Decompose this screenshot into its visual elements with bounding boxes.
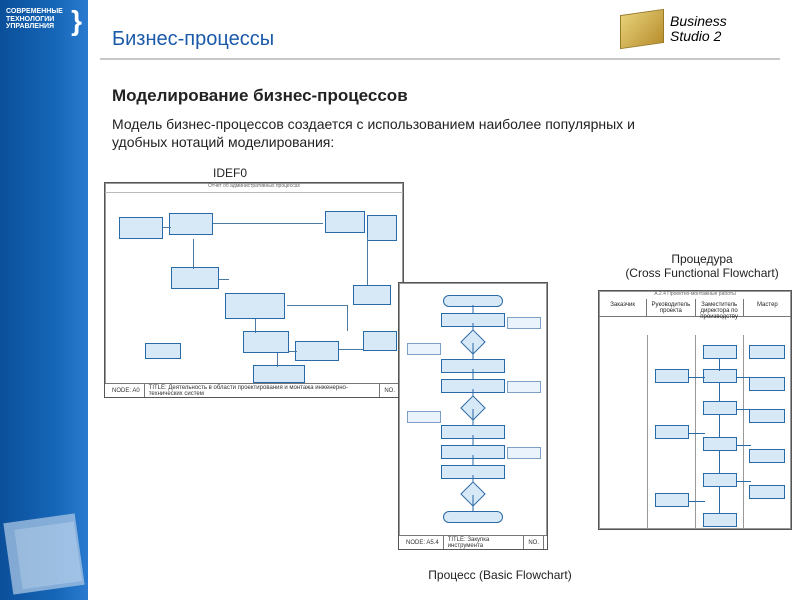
cross-body	[599, 317, 791, 529]
lane-header: Мастер	[744, 299, 791, 316]
basic-footer-title: TITLE: Закупка инструмента	[444, 536, 525, 549]
swimlane-connector	[689, 377, 705, 378]
idef0-node	[325, 211, 365, 233]
idef0-node	[169, 213, 213, 235]
idef0-connector	[255, 319, 256, 333]
idef0-node	[145, 343, 181, 359]
swimlane-node	[655, 493, 689, 507]
basic-footer: NODE: A5.4 TITLE: Закупка инструмента NO…	[399, 535, 547, 549]
idef0-node	[363, 331, 397, 351]
swimlane-node	[655, 425, 689, 439]
brand-right-name: Business	[670, 13, 727, 29]
label-procedure: Процедура (Cross Functional Flowchart)	[612, 252, 792, 281]
flow-node	[443, 511, 503, 523]
swimlane-node	[703, 437, 737, 451]
swimlane-node	[703, 513, 737, 527]
idef0-node	[253, 365, 305, 383]
swimlane-connector	[737, 377, 751, 378]
flow-document-icon	[507, 447, 541, 459]
idef0-node	[295, 341, 339, 361]
lane-header: Заказчик	[599, 299, 647, 316]
idef0-footer-title: TITLE: Деятельность в области проектиров…	[145, 384, 381, 397]
brand-brace-icon: }	[71, 6, 82, 37]
idef0-connector	[289, 351, 297, 352]
brand-right-sub: Studio	[670, 28, 710, 44]
section-subtitle: Моделирование бизнес-процессов	[112, 86, 408, 106]
swimlane-connector	[719, 383, 720, 401]
basic-body	[399, 283, 547, 535]
swimlane-connector	[689, 501, 705, 502]
swimlane-connector	[737, 409, 751, 410]
idef0-top-caption: Отчет об административных процессах	[105, 183, 403, 193]
idef0-connector	[287, 305, 347, 306]
swimlane-connector	[689, 433, 705, 434]
flow-document-icon	[407, 411, 441, 423]
lane-divider	[695, 335, 696, 529]
swimlane-connector	[737, 445, 751, 446]
swimlane-connector	[719, 415, 720, 437]
lane-header: Заместитель директора по производству	[696, 299, 744, 316]
cube-icon	[620, 9, 664, 49]
idef0-connector	[163, 227, 171, 228]
brand-left-logo: } СОВРЕМЕННЫЕ ТЕХНОЛОГИИ УПРАВЛЕНИЯ	[6, 8, 82, 68]
swimlane-node	[703, 401, 737, 415]
flow-document-icon	[507, 381, 541, 393]
label-basic: Процесс (Basic Flowchart)	[400, 568, 600, 582]
idef0-node	[171, 267, 219, 289]
swimlane-connector	[719, 451, 720, 473]
idef0-connector	[347, 305, 348, 331]
swimlane-node	[749, 449, 785, 463]
idef0-connector	[213, 223, 323, 224]
basic-footer-node: NODE: A5.4	[402, 536, 444, 549]
diagram-basic-flowchart: NODE: A5.4 TITLE: Закупка инструмента NO…	[398, 282, 548, 550]
swimlane-node	[749, 485, 785, 499]
flow-document-icon	[407, 343, 441, 355]
idef0-connector	[193, 239, 194, 269]
page-title: Бизнес-процессы	[112, 28, 274, 51]
idef0-node	[119, 217, 163, 239]
idef0-node	[367, 215, 397, 241]
title-rule	[100, 58, 780, 60]
idef0-node	[225, 293, 285, 319]
swimlane-connector	[719, 359, 720, 371]
swimlane-node	[749, 409, 785, 423]
brand-right-logo: Business Studio 2	[620, 4, 790, 54]
swimlane-node	[703, 345, 737, 359]
idef0-connector	[339, 349, 363, 350]
idef0-node	[243, 331, 289, 353]
section-description: Модель бизнес-процессов создается с испо…	[112, 116, 652, 151]
brand-right-ver: 2	[714, 28, 722, 44]
swimlane-node	[749, 345, 785, 359]
label-idef0: IDEF0	[200, 166, 260, 180]
label-procedure-l2: (Cross Functional Flowchart)	[625, 266, 778, 280]
lane-header: Руководитель проекта	[647, 299, 695, 316]
swimlane-connector	[719, 487, 720, 513]
flow-document-icon	[507, 317, 541, 329]
left-brand-band: } СОВРЕМЕННЫЕ ТЕХНОЛОГИИ УПРАВЛЕНИЯ	[0, 0, 88, 600]
idef0-footer-node: NODE: A0	[108, 384, 145, 397]
lane-divider	[743, 335, 744, 529]
idef0-footer: NODE: A0 TITLE: Деятельность в области п…	[105, 383, 403, 397]
swimlane-connector	[737, 481, 751, 482]
diagram-idef0: Отчет об административных процессах NODE…	[104, 182, 404, 398]
diagram-cross-functional: А.2.4 Проектно-монтажные работы Заказчик…	[598, 290, 792, 530]
idef0-body	[105, 193, 403, 383]
cross-lane-headers: ЗаказчикРуководитель проектаЗаместитель …	[599, 299, 791, 317]
swimlane-node	[655, 369, 689, 383]
swimlane-node	[703, 473, 737, 487]
idef0-connector	[277, 353, 278, 367]
label-procedure-l1: Процедура	[671, 252, 732, 266]
swimlane-node	[749, 377, 785, 391]
idef0-node	[353, 285, 391, 305]
idef0-connector	[219, 279, 229, 280]
idef0-connector	[367, 237, 368, 285]
cross-top-caption: А.2.4 Проектно-монтажные работы	[599, 291, 791, 299]
footer-decor-icon	[3, 513, 84, 594]
basic-footer-no: NO.	[524, 536, 544, 549]
lane-divider	[647, 335, 648, 529]
swimlane-node	[703, 369, 737, 383]
brand-right-text: Business Studio 2	[670, 14, 727, 43]
